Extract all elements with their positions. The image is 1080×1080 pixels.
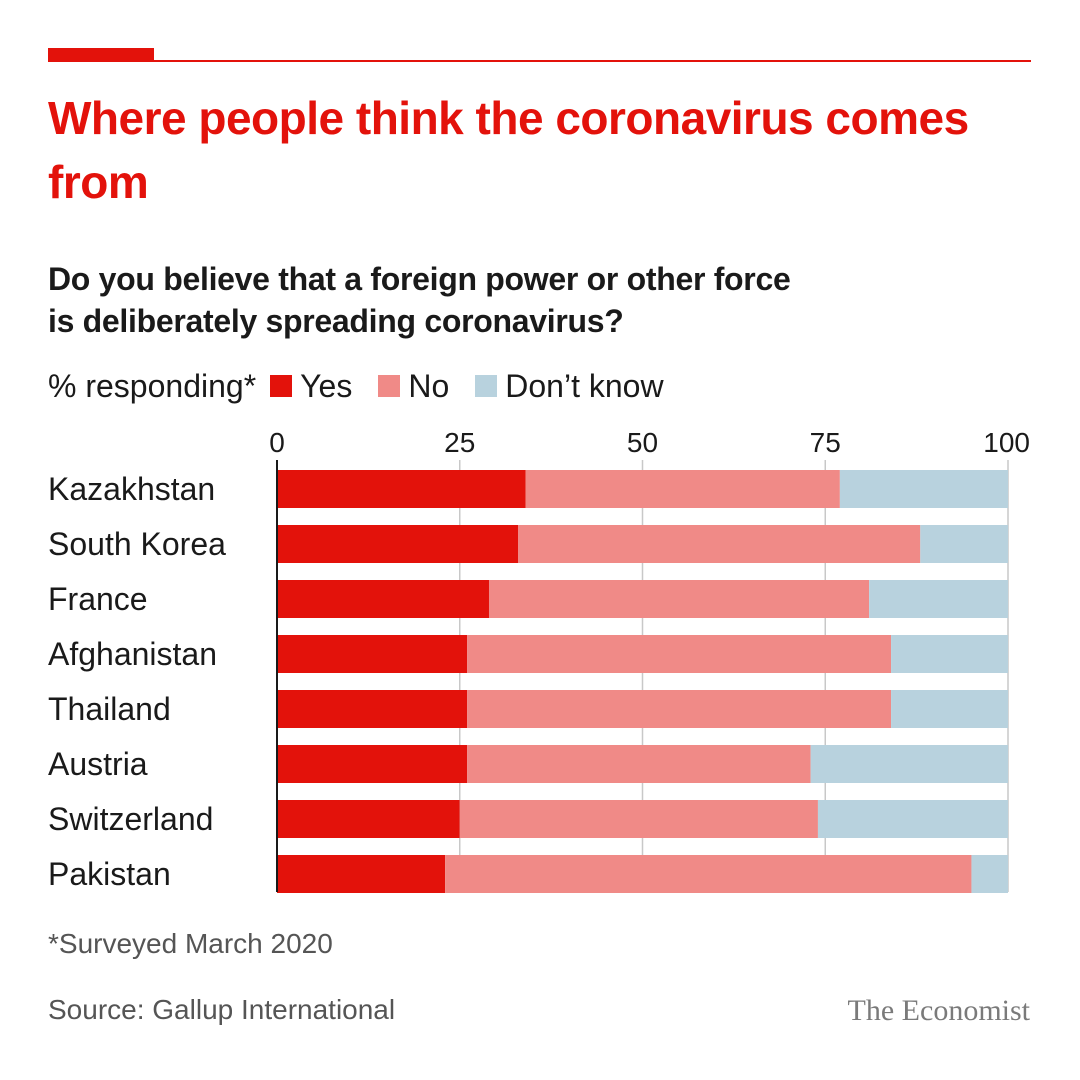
- legend-swatch-dont-know: [475, 375, 498, 397]
- bar-yes-segment: [277, 525, 519, 563]
- bar-yes-segment: [277, 745, 468, 783]
- bar-no-segment: [467, 690, 892, 728]
- bar-no-segment: [467, 745, 811, 783]
- publisher-logo: The Economist: [847, 994, 1030, 1027]
- footnote: *Surveyed March 2020: [48, 928, 333, 959]
- legend-unit-label: % responding*: [48, 367, 257, 404]
- bar-yes-segment: [277, 635, 468, 673]
- bar-don-t-know-segment: [839, 470, 1008, 508]
- category-label: Thailand: [48, 691, 171, 727]
- bar-yes-segment: [277, 800, 460, 838]
- legend-item-yes: Yes: [270, 368, 352, 405]
- category-label: Switzerland: [48, 801, 213, 837]
- bar-yes-segment: [277, 690, 468, 728]
- top-rule: [48, 60, 1031, 62]
- category-label: Pakistan: [48, 856, 171, 892]
- stacked-bar-chart: 0 25 50 75 100 Kazakhstan South Korea France Afg…: [48, 427, 1030, 893]
- bar-don-t-know-segment: [869, 580, 1008, 618]
- bar-yes-segment: [277, 470, 526, 508]
- legend-swatch-no: [378, 375, 401, 397]
- legend-label-no: No: [408, 367, 450, 404]
- category-label: Kazakhstan: [48, 471, 215, 507]
- category-label: South Korea: [48, 526, 226, 562]
- category-label: France: [48, 581, 148, 617]
- category-label: Austria: [48, 746, 148, 782]
- legend-item-no: No: [378, 368, 449, 405]
- bar-yes-segment: [277, 855, 446, 893]
- x-tick-label: 75: [810, 427, 841, 458]
- x-tick-label: 50: [627, 427, 658, 458]
- bar-don-t-know-segment: [891, 635, 1008, 673]
- bar-no-segment: [518, 525, 921, 563]
- top-accent-tab: [48, 48, 154, 62]
- category-label: Afghanistan: [48, 636, 217, 672]
- bar-no-segment: [445, 855, 972, 893]
- bar-don-t-know-segment: [810, 745, 1008, 783]
- bar-no-segment: [459, 800, 818, 838]
- source-note: Source: Gallup International: [48, 994, 396, 1025]
- bar-don-t-know-segment: [920, 525, 1008, 563]
- chart-subtitle: Do you believe that a foreign power or o…: [48, 261, 791, 339]
- x-tick-label: 100: [983, 427, 1030, 458]
- legend-item-dont-know: Don’t know: [475, 367, 664, 405]
- bar-no-segment: [488, 580, 870, 618]
- bar-don-t-know-segment: [817, 800, 1008, 838]
- legend-label-yes: Yes: [300, 367, 353, 404]
- chart-title: Where people think the coronavirus comes…: [48, 92, 969, 208]
- bar-no-segment: [467, 635, 892, 673]
- x-tick-label: 25: [444, 427, 475, 458]
- bar-don-t-know-segment: [891, 690, 1008, 728]
- bar-no-segment: [525, 470, 840, 508]
- bar-yes-segment: [277, 580, 489, 618]
- legend-label-dont-know: Don’t know: [505, 367, 664, 404]
- bar-don-t-know-segment: [971, 855, 1008, 893]
- legend: % responding* Yes No Don’t know: [48, 364, 690, 408]
- x-tick-label: 0: [269, 427, 285, 458]
- legend-swatch-yes: [270, 375, 293, 397]
